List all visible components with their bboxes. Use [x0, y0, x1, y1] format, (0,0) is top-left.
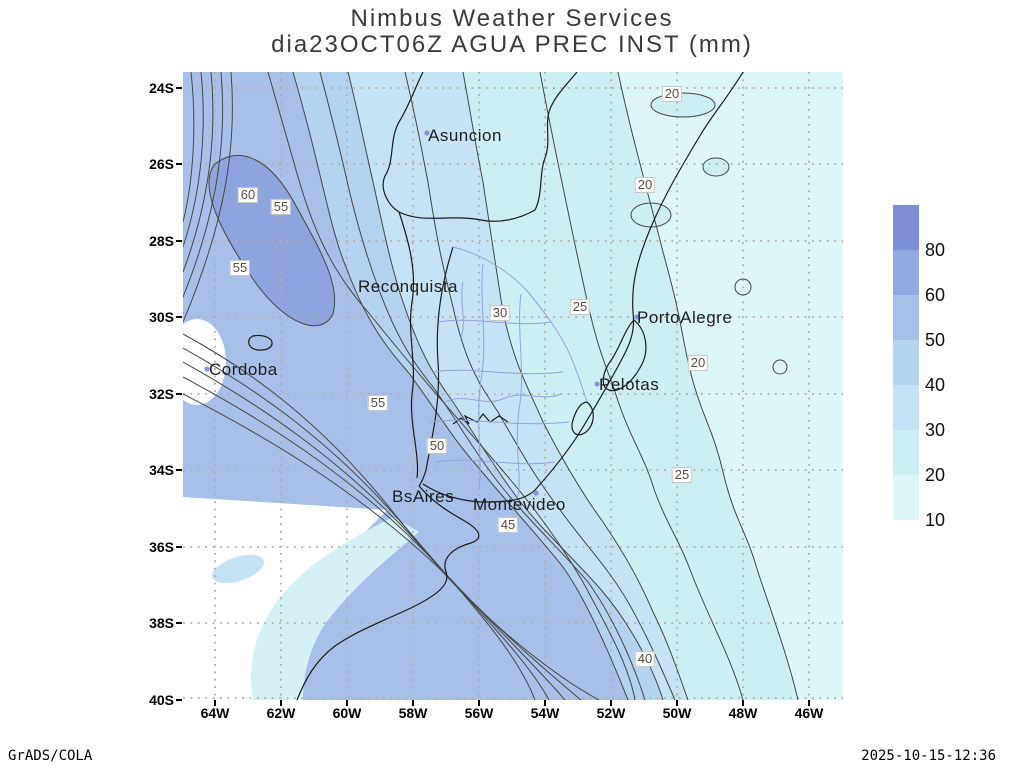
city-label-pelotas: Pelotas [599, 375, 660, 394]
lat-tick-label: 36S [149, 539, 174, 555]
contour-label: 20 [634, 177, 656, 193]
city-label-cordoba: Cordoba [209, 360, 278, 379]
lon-tick-label: 58W [398, 705, 428, 721]
legend-swatch [893, 475, 919, 520]
lat-tick-label: 28S [149, 233, 174, 249]
lat-tick-label: 40S [149, 692, 174, 708]
legend-label: 10 [925, 510, 946, 530]
lat-tick-label: 26S [149, 156, 174, 172]
coastline-borders [248, 72, 744, 700]
contour-label: 55 [367, 395, 389, 411]
lat-tick-label: 32S [149, 386, 174, 402]
contour-label: 55 [270, 199, 292, 215]
lon-tick-label: 64W [200, 705, 230, 721]
lat-tick [176, 699, 182, 701]
lon-tick [478, 700, 480, 706]
lon-tick-label: 46W [794, 705, 824, 721]
legend-swatch [893, 385, 919, 430]
lon-tick-label: 56W [464, 705, 494, 721]
contour-label: 20 [661, 86, 683, 102]
lon-tick [610, 700, 612, 706]
lat-tick [176, 316, 182, 318]
legend-label: 80 [925, 240, 946, 260]
legend-label: 60 [925, 285, 946, 305]
contour-label: 25 [671, 467, 693, 483]
lon-tick [544, 700, 546, 706]
lon-tick-label: 48W [728, 705, 758, 721]
legend-label: 50 [925, 330, 946, 350]
timestamp: 2025-10-15-12:36 [861, 748, 996, 764]
contour-label: 50 [426, 438, 448, 454]
legend-label: 20 [925, 465, 946, 485]
page-subtitle: dia23OCT06Z AGUA PREC INST (mm) [271, 31, 753, 58]
lon-tick [676, 700, 678, 706]
lon-tick [214, 700, 216, 706]
grads-credit: GrADS/COLA [8, 748, 93, 764]
lon-tick [742, 700, 744, 706]
lon-tick [412, 700, 414, 706]
legend-swatch [893, 430, 919, 475]
contour-label: 45 [497, 517, 519, 533]
contour-label: 40 [634, 651, 656, 667]
lat-tick [176, 622, 182, 624]
legend-swatch [893, 250, 919, 295]
page-title: Nimbus Weather Services [350, 5, 674, 32]
contour-label: 30 [489, 305, 511, 321]
lat-tick [176, 393, 182, 395]
lon-tick-label: 60W [332, 705, 362, 721]
lon-tick [808, 700, 810, 706]
city-label-asuncion: Asuncion [428, 126, 502, 145]
legend-swatch [893, 295, 919, 340]
contour-lines [183, 72, 799, 700]
legend-label: 40 [925, 375, 946, 395]
uruguay-detail-lines [429, 246, 588, 497]
lon-tick [346, 700, 348, 706]
city-label-montevideo: Montevideo [473, 495, 566, 514]
lat-tick [176, 546, 182, 548]
lat-tick [176, 87, 182, 89]
city-marker-dots [204, 130, 640, 496]
contour-label: 25 [569, 299, 591, 315]
lat-tick-label: 24S [149, 80, 174, 96]
contour-label: 55 [229, 260, 251, 276]
precip-contour-map [183, 72, 843, 700]
lon-tick-label: 62W [266, 705, 296, 721]
lon-tick-label: 52W [596, 705, 626, 721]
city-label-portoalegre: PortoAlegre [637, 308, 733, 327]
lat-tick-label: 30S [149, 309, 174, 325]
lat-tick [176, 240, 182, 242]
lat-tick-label: 34S [149, 462, 174, 478]
lon-tick-label: 50W [662, 705, 692, 721]
contour-label: 60 [237, 187, 259, 203]
legend-label: 30 [925, 420, 946, 440]
contour-label: 20 [687, 355, 709, 371]
legend-swatch [893, 340, 919, 385]
city-label-reconquista: Reconquista [358, 277, 459, 296]
lat-tick [176, 469, 182, 471]
lon-tick-label: 54W [530, 705, 560, 721]
legend-swatch [893, 205, 919, 250]
city-label-bsaires: BsAires [392, 487, 455, 506]
lat-tick [176, 163, 182, 165]
lat-tick-label: 38S [149, 615, 174, 631]
lon-tick [280, 700, 282, 706]
grid-dotted-lines [183, 72, 843, 700]
